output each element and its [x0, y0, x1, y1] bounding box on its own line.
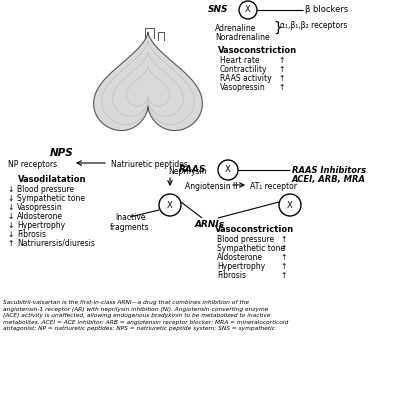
Text: NPS: NPS: [50, 148, 74, 158]
Circle shape: [239, 1, 257, 19]
Text: Vasopressin: Vasopressin: [17, 203, 63, 212]
Circle shape: [159, 194, 181, 216]
Text: α₁,β₁,β₂ receptors: α₁,β₁,β₂ receptors: [280, 22, 347, 30]
Text: X: X: [287, 200, 293, 210]
Text: X: X: [245, 6, 251, 14]
Text: ↑: ↑: [280, 271, 286, 280]
Text: ARNIs: ARNIs: [195, 220, 225, 229]
Text: β blockers: β blockers: [305, 6, 348, 14]
Text: ↓: ↓: [7, 221, 13, 230]
Text: Blood pressure: Blood pressure: [217, 235, 274, 244]
Text: SNS: SNS: [208, 6, 228, 14]
Text: Aldosterone: Aldosterone: [17, 212, 63, 221]
Text: Fibrosis: Fibrosis: [17, 230, 46, 239]
Text: ↑: ↑: [278, 56, 284, 65]
Circle shape: [218, 160, 238, 180]
Text: ACEI, ARB, MRA: ACEI, ARB, MRA: [292, 175, 366, 184]
Text: RAAS Inhibitors: RAAS Inhibitors: [292, 166, 366, 175]
Text: Sacubitril-valsartan is the first-in-class ARNI—a drug that combines inhibition : Sacubitril-valsartan is the first-in-cla…: [3, 300, 288, 331]
Text: Vasoconstriction: Vasoconstriction: [215, 225, 294, 234]
Text: Fibrosis: Fibrosis: [217, 271, 246, 280]
Circle shape: [279, 194, 301, 216]
Text: Contractility: Contractility: [220, 65, 268, 74]
Text: ↑: ↑: [280, 253, 286, 262]
Text: RAAS: RAAS: [179, 166, 206, 174]
Text: NP receptors: NP receptors: [8, 160, 57, 169]
Text: Sympathetic tone: Sympathetic tone: [17, 194, 85, 203]
Text: Heart rate: Heart rate: [220, 56, 260, 65]
Text: ↑: ↑: [7, 239, 13, 248]
Text: ↓: ↓: [7, 185, 13, 194]
Text: ↑: ↑: [280, 262, 286, 271]
Text: }: }: [273, 21, 282, 35]
Text: ↑: ↑: [278, 74, 284, 83]
Text: Natriuretic peptides: Natriuretic peptides: [111, 160, 188, 169]
Text: ↑: ↑: [280, 235, 286, 244]
Text: ↓: ↓: [7, 230, 13, 239]
Text: ↑: ↑: [280, 244, 286, 253]
Text: ↓: ↓: [7, 203, 13, 212]
Text: Noradrenaline: Noradrenaline: [215, 33, 270, 42]
Text: Sympathetic tone: Sympathetic tone: [217, 244, 285, 253]
Text: Angiotensin II: Angiotensin II: [185, 182, 238, 191]
Text: ↑: ↑: [278, 65, 284, 74]
Text: Aldosterone: Aldosterone: [217, 253, 263, 262]
Text: Hypertrophy: Hypertrophy: [217, 262, 265, 271]
Text: Vasodilatation: Vasodilatation: [18, 175, 86, 184]
Text: ↓: ↓: [7, 212, 13, 221]
Text: Inactive
fragments: Inactive fragments: [110, 213, 150, 232]
Text: Natriurersis/diuresis: Natriurersis/diuresis: [17, 239, 95, 248]
Text: X: X: [225, 166, 231, 174]
Polygon shape: [94, 32, 202, 130]
Text: Vasoconstriction: Vasoconstriction: [218, 46, 297, 55]
Text: Neprilysin: Neprilysin: [168, 167, 207, 176]
Text: X: X: [167, 200, 173, 210]
Text: Adrenaline: Adrenaline: [215, 24, 256, 33]
Text: AT₁ receptor: AT₁ receptor: [250, 182, 297, 191]
Text: RAAS activity: RAAS activity: [220, 74, 272, 83]
Text: Hypertrophy: Hypertrophy: [17, 221, 65, 230]
Text: Vasopressin: Vasopressin: [220, 83, 266, 92]
Text: ↓: ↓: [7, 194, 13, 203]
Text: ↑: ↑: [278, 83, 284, 92]
Text: Blood pressure: Blood pressure: [17, 185, 74, 194]
